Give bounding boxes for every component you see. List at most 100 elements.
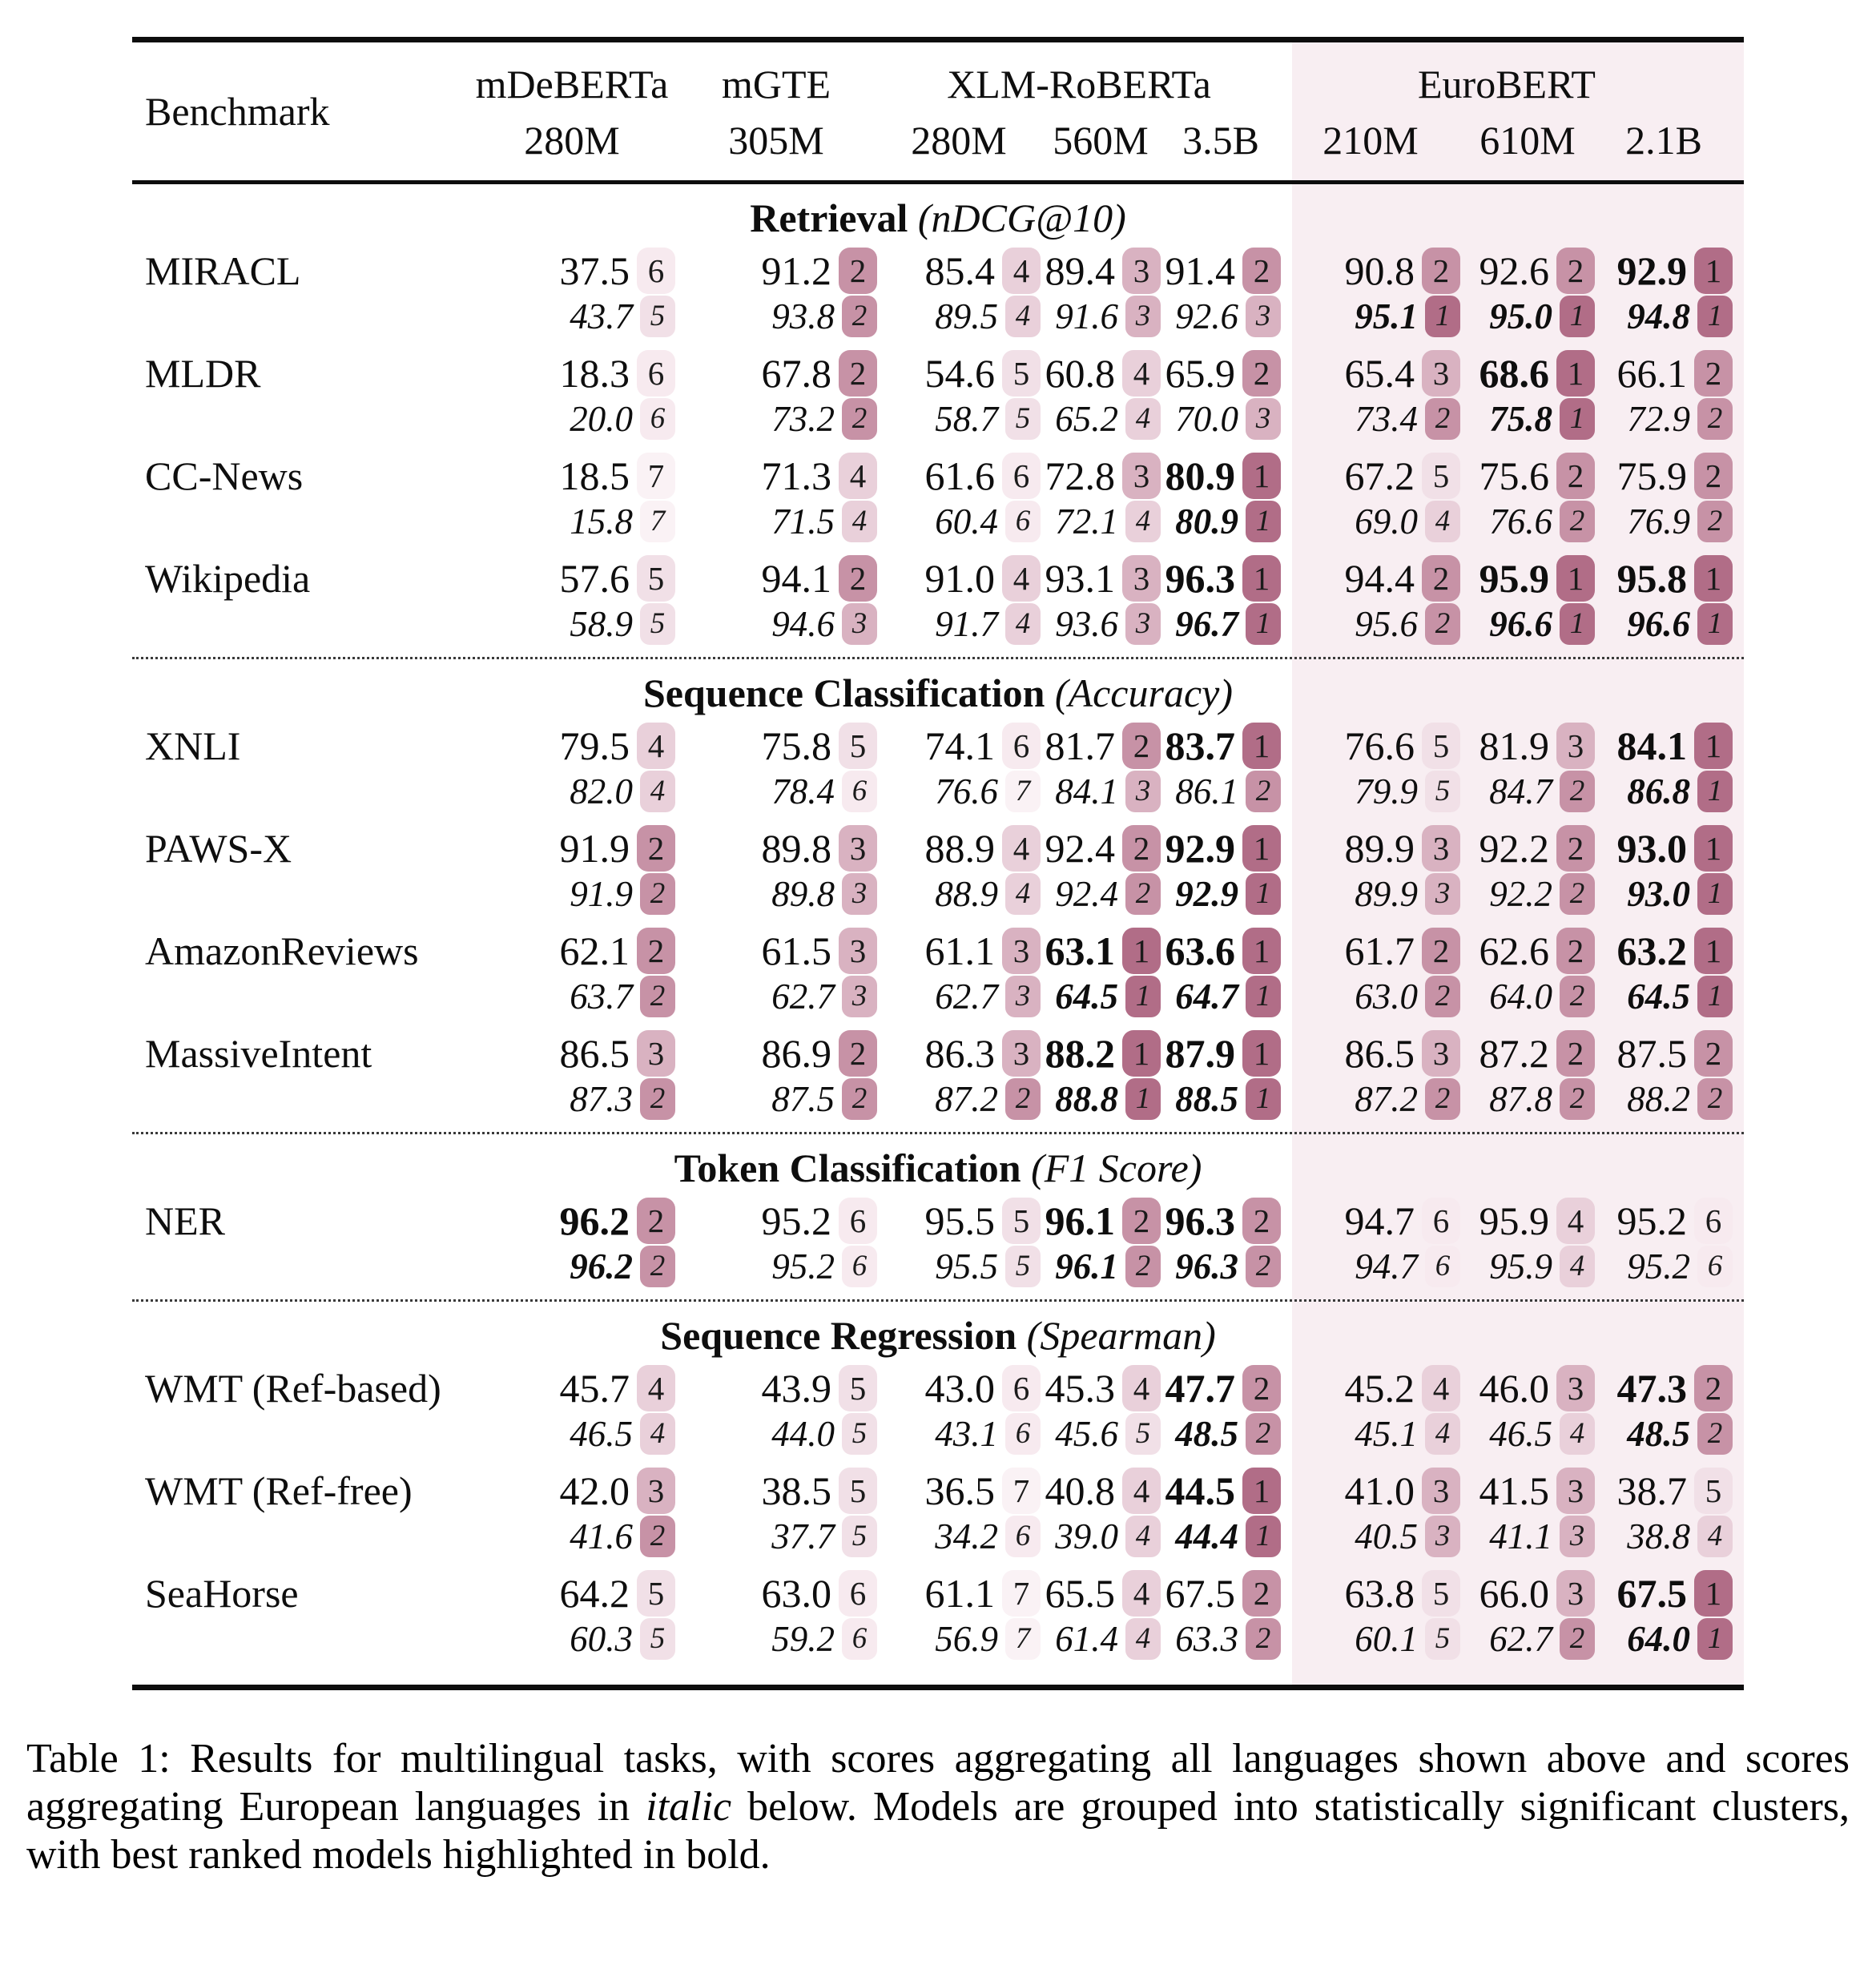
rank-badge: 2 [1694,1365,1733,1411]
rank-badge: 6 [1002,1365,1041,1411]
score-value: 75.8 [761,723,832,768]
rank-badge: 1 [1242,825,1281,872]
score-value: 56.9 [935,1619,998,1659]
section-title: Token Classification (F1 Score) [132,1144,1744,1192]
score-cell: 93.8 2 [675,295,877,338]
score-cell: 54.6 5 [877,349,1041,397]
score-value: 91.4 [1165,248,1236,293]
rank-badge: 1 [1694,1570,1733,1617]
rank-badge: 3 [637,1030,675,1077]
score-line-european-languages: 41.6 2 37.7 5 34.2 6 39.0 4 44.4 1 40.5 3 41.1 3 38.8 4 [132,1515,1744,1558]
score-cell: 43.7 5 [469,295,675,338]
score-line-all-languages: CC-News 18.5 7 71.3 4 61.6 6 72.8 3 80.9 1 67.2 5 75.… [132,452,1744,500]
rank-badge: 3 [1425,1516,1460,1557]
eurobert-highlight-panel [1292,42,1744,1685]
score-cell: 91.9 2 [469,872,675,916]
score-value: 95.2 [761,1198,832,1243]
score-value: 43.1 [935,1414,998,1454]
score-value: 84.1 [1616,723,1688,768]
rank-badge: 6 [1005,1516,1041,1557]
score-value: 83.7 [1165,723,1236,768]
score-line-all-languages: MIRACL 37.5 6 91.2 2 85.4 4 89.4 3 91.4 2 90.8 2 92.6… [132,247,1744,295]
score-cell: 64.2 5 [469,1569,675,1617]
score-value: 71.5 [771,501,835,542]
rank-badge: 2 [1242,350,1281,397]
rank-badge: 4 [1560,1246,1595,1287]
rank-badge: 2 [1556,1030,1595,1077]
score-cell: 63.6 1 [1161,927,1281,975]
rank-badge: 4 [1005,603,1041,645]
score-value: 84.1 [1055,771,1118,811]
rank-badge: 4 [1122,1468,1161,1514]
score-cell: 76.6 5 [1281,722,1460,770]
rank-badge: 1 [1125,976,1161,1017]
score-value: 64.0 [1627,1619,1690,1659]
score-value: 57.6 [559,556,630,601]
score-cell: 95.2 6 [1595,1245,1733,1288]
score-value: 63.1 [1045,928,1116,973]
score-value: 86.3 [924,1031,996,1076]
score-value: 92.9 [1175,874,1238,914]
score-line-european-languages: 87.3 2 87.5 2 87.2 2 88.8 1 88.5 1 87.2 2 87.8 2 88.2 2 [132,1077,1744,1121]
score-value: 80.9 [1165,453,1236,498]
score-value: 96.2 [559,1198,630,1243]
score-cell: 73.4 2 [1281,397,1460,441]
score-value: 63.8 [1344,1571,1415,1616]
score-value: 75.6 [1479,453,1550,498]
score-cell: 96.1 2 [1041,1197,1161,1245]
score-cell: 91.7 4 [877,602,1041,646]
rank-badge: 2 [842,1078,877,1120]
score-cell: 84.7 2 [1460,770,1595,813]
score-value: 41.1 [1489,1516,1552,1556]
score-cell: 89.9 3 [1281,872,1460,916]
score-value: 61.4 [1055,1619,1118,1659]
score-value: 91.7 [935,604,998,644]
rank-badge: 1 [1246,1516,1281,1557]
rank-badge: 1 [1246,1078,1281,1120]
rank-badge: 1 [1697,771,1733,812]
score-line-european-languages: 43.7 5 93.8 2 89.5 4 91.6 3 92.6 3 95.1 1 95.0 1 94.8 1 [132,295,1744,338]
score-cell: 89.9 3 [1281,824,1460,872]
score-cell: 74.1 6 [877,722,1041,770]
score-value: 95.6 [1355,604,1418,644]
rank-badge: 1 [1697,873,1733,915]
rank-badge: 7 [637,453,675,499]
rank-badge: 2 [1697,398,1733,440]
score-cell: 72.8 3 [1041,452,1161,500]
score-value: 62.7 [771,976,835,1017]
score-cell: 18.3 6 [469,349,675,397]
score-cell: 87.2 2 [1460,1029,1595,1077]
score-value: 59.2 [771,1619,835,1659]
rank-badge: 1 [1242,928,1281,974]
score-value: 96.1 [1045,1198,1116,1243]
score-cell: 48.5 2 [1161,1412,1281,1456]
rank-badge: 2 [637,928,675,974]
benchmark-label: Wikipedia [145,556,311,601]
score-value: 75.9 [1616,453,1688,498]
score-cell: 58.7 5 [877,397,1041,441]
score-value: 48.5 [1175,1414,1238,1454]
score-cell: 58.9 5 [469,602,675,646]
rank-badge: 3 [1556,1365,1595,1411]
rank-badge: 1 [1125,1078,1161,1120]
rank-badge: 3 [1246,398,1281,440]
score-value: 81.7 [1045,723,1116,768]
score-cell: 88.8 1 [1041,1077,1161,1121]
score-value: 67.5 [1165,1571,1236,1616]
rank-badge: 2 [637,825,675,872]
rank-badge: 5 [640,1618,675,1660]
score-cell: 61.4 4 [1041,1617,1161,1661]
rank-badge: 4 [1422,1365,1460,1411]
score-cell: 62.1 2 [469,927,675,975]
table-caption: Table 1: Results for multilingual tasks,… [26,1735,1850,1879]
score-value: 89.9 [1344,826,1415,871]
score-value: 61.6 [924,453,996,498]
score-value: 63.2 [1616,928,1688,973]
caption-text-2: below. Models are grouped into statistic… [26,1784,1850,1878]
section-divider [132,1299,1744,1302]
score-value: 64.0 [1489,976,1552,1017]
score-cell: 92.4 2 [1041,872,1161,916]
benchmark-label: WMT (Ref-based) [145,1366,441,1411]
score-value: 64.2 [559,1571,630,1616]
score-value: 92.4 [1055,874,1118,914]
